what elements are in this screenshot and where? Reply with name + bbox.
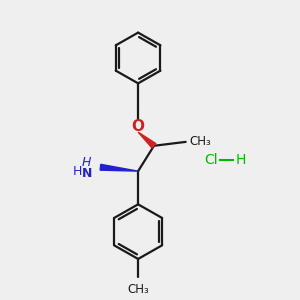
Polygon shape — [138, 132, 156, 148]
Text: Cl: Cl — [205, 153, 218, 167]
Text: CH₃: CH₃ — [127, 283, 149, 296]
Text: O: O — [132, 119, 145, 134]
Text: N: N — [81, 167, 92, 180]
Text: H: H — [73, 165, 82, 178]
Text: H: H — [82, 156, 91, 169]
Text: CH₃: CH₃ — [190, 135, 211, 148]
Text: H: H — [235, 153, 246, 167]
Polygon shape — [100, 164, 138, 171]
